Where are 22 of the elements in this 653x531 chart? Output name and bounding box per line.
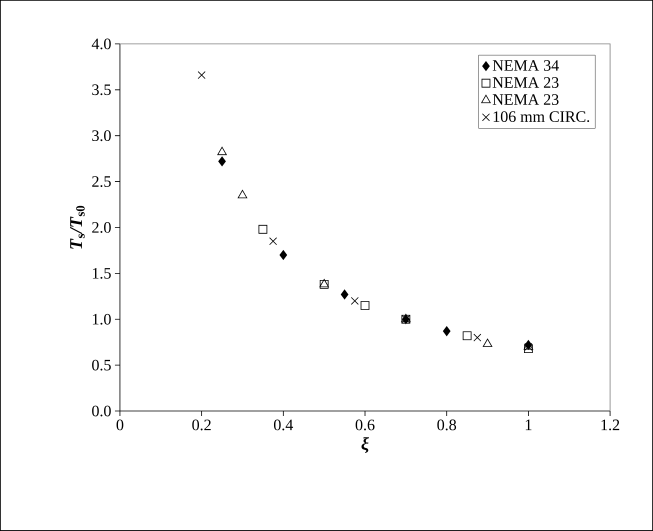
y-tick-label: 0.5 — [92, 360, 111, 371]
y-tick-label: 0.0 — [92, 406, 111, 416]
y-tick-label: 2.5 — [92, 176, 111, 187]
y-tick-label: 2.0 — [92, 222, 111, 233]
x-tick-label: 0.8 — [437, 420, 456, 430]
y-tick-label: 3.0 — [92, 130, 111, 142]
legend-label: NEMA 23 — [492, 77, 559, 88]
x-tick-label: 0 — [116, 420, 124, 430]
legend-label: NEMA 34 — [492, 60, 559, 71]
y-axis-title: T$_{s}$/T$_{s0}$ — [70, 206, 85, 249]
y-tick-label: 4.0 — [92, 38, 111, 50]
y-tick-label: 1.0 — [92, 314, 111, 325]
y-tick-label: 3.5 — [92, 84, 111, 96]
x-tick-label: 0.2 — [192, 420, 211, 430]
x-tick-label: 0.6 — [356, 420, 375, 430]
legend-label: NEMA 23 — [492, 94, 559, 105]
x-axis-title: ξ — [362, 437, 369, 454]
x-tick-label: 1.2 — [602, 420, 620, 430]
x-tick-label: 1 — [526, 420, 532, 430]
x-tick-label: 0.4 — [274, 420, 294, 430]
legend-label: 106 mm CIRC. — [494, 111, 590, 122]
y-tick-label: 1.5 — [92, 268, 111, 279]
